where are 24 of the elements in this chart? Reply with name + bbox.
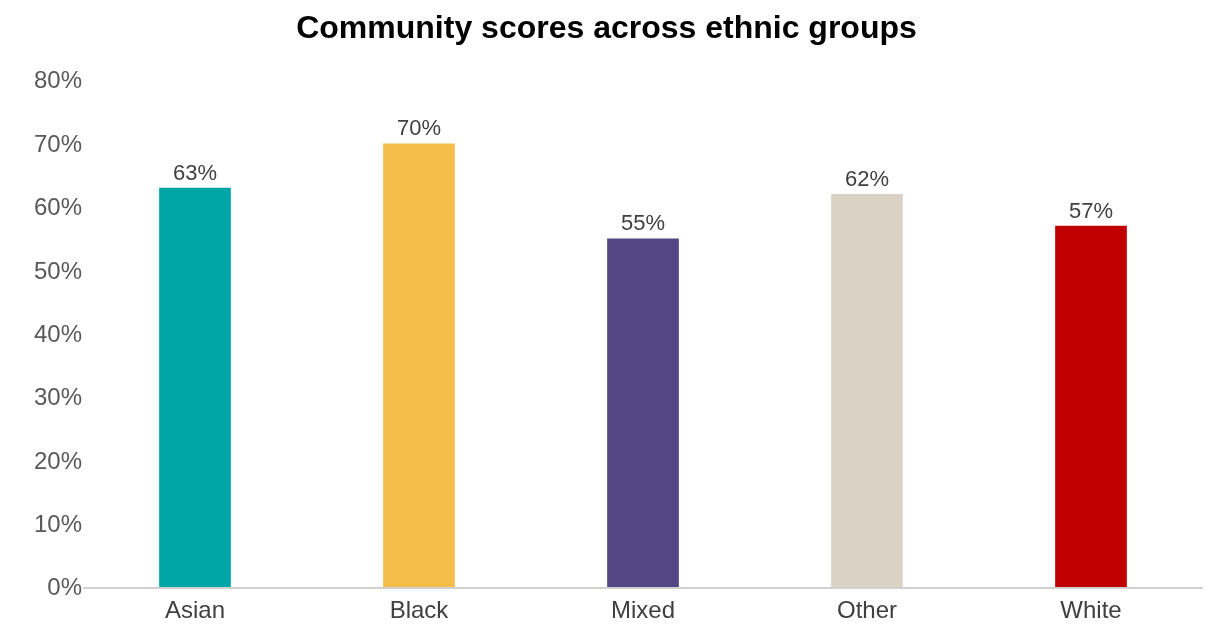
data-label: 62% — [844, 166, 890, 192]
y-tick-label: 40% — [33, 319, 82, 347]
bar — [1055, 225, 1127, 587]
bar — [383, 143, 455, 587]
x-tick-label: Asian — [164, 595, 226, 623]
y-tick-label: 0% — [47, 573, 82, 601]
x-tick-label: Mixed — [610, 595, 676, 623]
y-tick-label: 50% — [33, 256, 82, 284]
data-label: 70% — [396, 115, 442, 141]
x-tick-label: White — [1060, 595, 1122, 623]
x-tick-label: Black — [389, 595, 450, 623]
bar — [607, 238, 679, 587]
data-label: 63% — [172, 159, 218, 185]
y-tick-label: 60% — [33, 193, 82, 221]
bar — [159, 187, 231, 587]
data-label: 55% — [620, 210, 666, 236]
y-tick-label: 80% — [33, 66, 82, 94]
data-label: 57% — [1068, 197, 1114, 223]
y-tick-label: 10% — [33, 510, 82, 538]
chart-title: Community scores across ethnic groups — [296, 9, 917, 46]
y-tick-label: 30% — [33, 383, 82, 411]
x-tick-label: Other — [836, 595, 898, 623]
y-tick-label: 70% — [33, 129, 82, 157]
y-tick-label: 20% — [33, 446, 82, 474]
